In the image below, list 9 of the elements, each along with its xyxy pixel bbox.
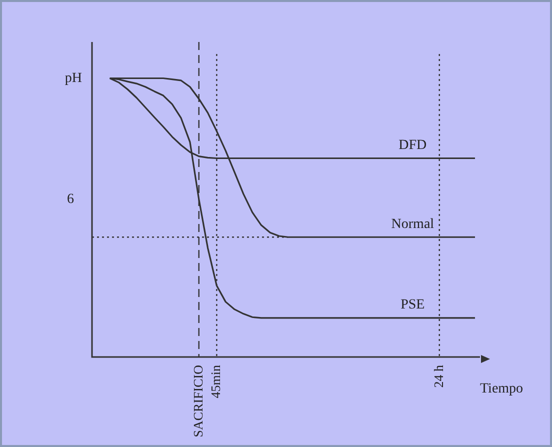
x-axis-title: Tiempo [480, 382, 524, 397]
text: 6 [67, 192, 74, 208]
y-axis-title: pH [64, 70, 82, 86]
x-tick-label: 24 h [430, 364, 446, 388]
x-tick-label: SACRIFICIO [190, 365, 206, 438]
series-label: PSE [400, 298, 425, 313]
series-label: Normal [391, 216, 434, 232]
x-tick-label: 45min [208, 364, 224, 398]
series-label: DFD [398, 138, 427, 153]
